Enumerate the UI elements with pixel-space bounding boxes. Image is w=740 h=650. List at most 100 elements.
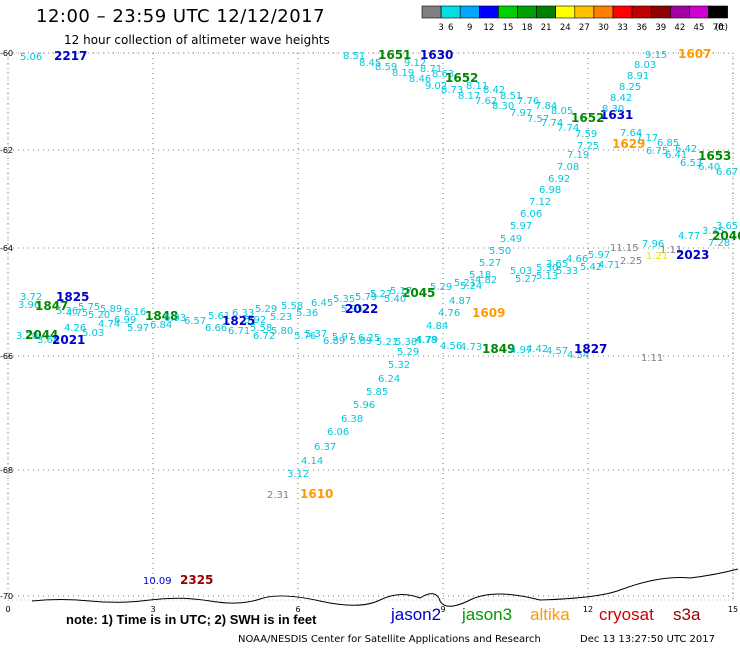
swh-value: 5.27 [370,289,392,300]
legend-swatch [612,5,633,19]
swh-value: 1.11 [641,353,663,364]
footer-credit: NOAA/NESDIS Center for Satellite Applica… [238,634,541,645]
swh-value: 6.42 [675,144,697,155]
swh-value: 11.15 [610,243,639,254]
legend-jason2: jason2 [391,605,442,624]
swh-value: 8.17 [458,91,480,102]
legend-label: 33 [617,23,628,33]
swh-value: 8.30 [492,101,514,112]
legend-label: 9 [467,23,472,33]
swh-value: 5.21 [376,337,398,348]
swh-value: 6.16 [124,307,146,318]
swh-value: 6.06 [520,209,542,220]
swh-value: 6.92 [548,174,570,185]
swh-value: 5.95 [341,304,363,315]
swh-value: 5.18 [469,270,491,281]
swh-value: 6.57 [184,316,206,327]
legend-swatch [593,5,614,19]
swh-value: 3.96 [18,300,40,311]
x-tick-label: 15 [728,605,738,614]
time-label: 1848 [145,309,178,323]
legend-altika: altika [530,605,570,624]
time-label: 1630 [420,48,453,62]
legend-swatch [440,5,461,19]
swh-value: 4.75 [66,308,88,319]
swh-value: 6.38 [341,414,363,425]
swh-value: 7.08 [557,162,579,173]
legend-cryosat: cryosat [599,605,654,624]
swh-value: 5.30 [536,263,558,274]
swh-value: 7.76 [517,96,539,107]
swh-value: 4.78 [415,335,437,346]
x-tick-label: 12 [583,605,593,614]
swh-value: 5.06 [20,52,42,63]
legend-swatch [459,5,480,19]
legend-swatch [670,5,690,19]
swh-value: 3.35 [702,226,724,237]
legend-s3a: s3a [673,605,701,624]
time-label: 1651 [378,48,411,62]
time-label: 1825 [56,290,89,304]
swh-value: 4.71 [598,260,620,271]
swh-value: 5.29 [430,282,452,293]
swh-value: 7.97 [510,108,532,119]
swh-value: 8.71 [420,64,442,75]
swh-value: 4.77 [678,231,700,242]
x-tick-label: 3 [150,605,155,614]
swh-value: 7.74 [557,123,579,134]
swh-value: 6.89 [323,336,345,347]
legend-swatch [478,5,499,19]
swh-value: 4.76 [438,308,460,319]
time-label: 1631 [600,108,633,122]
legend-label: 3 [438,23,443,33]
y-tick-label: -64 [0,244,13,253]
time-label: 2046 [712,229,740,243]
swh-value: 7.74 [541,118,563,129]
swh-value: 5.29 [255,304,277,315]
legend-swatch [650,5,671,19]
swh-value: 5.97 [332,332,354,343]
legend-label: (ft) [715,23,728,33]
swh-value: 5.37 [305,329,327,340]
swh-value: 1.21 [646,251,668,262]
swh-value: 8.25 [619,82,641,93]
swh-value: 6.25 [358,333,380,344]
swh-value: 5.27 [479,258,501,269]
swh-value: 8.30 [602,104,624,115]
swh-value: 8.03 [634,60,656,71]
swh-value: 8.73 [441,85,463,96]
swh-value: 4.97 [510,345,532,356]
page-title: 12:00 – 23:59 UTC 12/12/2017 [36,6,326,27]
legend-label: 45 [694,23,705,33]
swh-value: 8.11 [466,81,488,92]
time-label: 1609 [472,306,505,320]
swh-value: 8.42 [610,93,632,104]
swh-value: 8.51 [343,51,365,62]
swh-value: 7.62 [475,96,497,107]
swh-value: 7.12 [529,197,551,208]
swh-value: 4.14 [301,456,323,467]
swh-value: 5.79 [355,292,377,303]
swh-value: 5.58 [281,301,303,312]
swh-value: 5.76 [294,331,316,342]
swh-value: 5.32 [388,360,410,371]
y-tick-label: -66 [0,352,13,361]
swh-value: 7.59 [575,129,597,140]
swh-value: 5.61 [208,311,230,322]
time-label: 1652 [571,111,604,125]
swh-value: 8.51 [500,91,522,102]
swh-value: 5.49 [500,234,522,245]
legend-label: 12 [483,23,494,33]
footer-note: note: 1) Time is in UTC; 2) SWH is in fe… [66,612,317,627]
swh-value: 4.79 [416,335,438,346]
swh-value: 8.42 [483,85,505,96]
time-label: 2325 [180,573,213,587]
legend-label: 70 [713,23,724,33]
swh-value: 4.26 [64,323,86,334]
swh-value: 5.85 [366,387,388,398]
swh-value: 4.54 [567,350,589,361]
x-tick-label: 9 [440,605,445,614]
time-label: 1607 [678,47,711,61]
swh-value: 5.97 [588,250,610,261]
